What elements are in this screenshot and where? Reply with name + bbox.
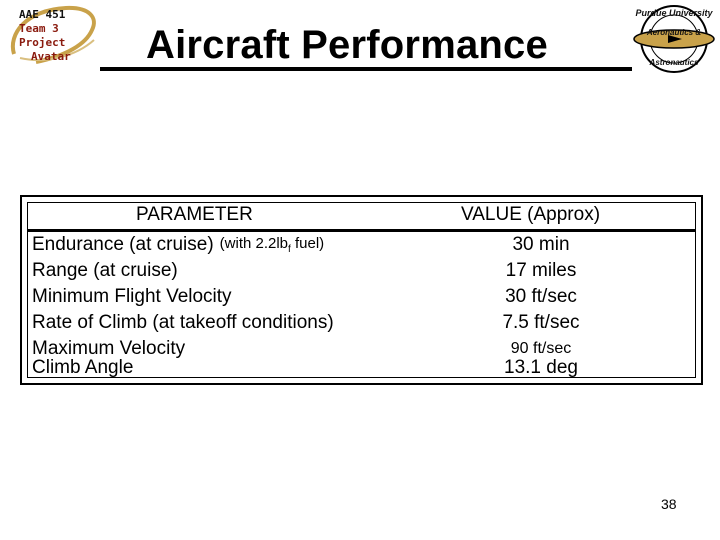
purdue-logo: Purdue University Aeronautics & Astronau… <box>632 2 716 76</box>
value-cell: 17 miles <box>505 260 577 281</box>
endurance-note-suffix: fuel) <box>290 235 325 252</box>
team-logo: AAE 451 Team 3 Project Avatar <box>6 4 98 68</box>
table-row: Rate of Climb (at takeoff conditions) 7.… <box>28 310 695 336</box>
performance-table-body: PARAMETER VALUE (Approx) Endurance (at c… <box>27 202 696 378</box>
purdue-logo-ring-top: Purdue University <box>635 8 713 18</box>
column-header-value: VALUE (Approx) <box>461 204 601 225</box>
team-logo-course: AAE 451 <box>19 8 66 21</box>
parameter-text: Endurance (at cruise) <box>32 234 214 255</box>
table-header-row: PARAMETER VALUE (Approx) <box>28 203 695 227</box>
parameter-cell: Minimum Flight Velocity <box>32 286 232 307</box>
value-cell: 30 ft/sec <box>505 286 577 307</box>
parameter-cell: Maximum Velocity <box>32 338 186 359</box>
page-number: 38 <box>661 496 677 512</box>
table-row: Climb Angle 13.1 deg <box>28 355 695 381</box>
slide-title: Aircraft Performance <box>146 23 548 67</box>
title-underline <box>100 67 632 71</box>
purdue-logo-ring-mid: Aeronautics & <box>646 28 702 37</box>
value-cell: 13.1 deg <box>504 357 578 378</box>
parameter-cell: Endurance (at cruise) (with 2.2lbf fuel) <box>32 232 324 265</box>
purdue-logo-ring-bottom: Astronautics <box>649 58 699 67</box>
value-cell: 7.5 ft/sec <box>502 312 580 333</box>
table-row: Minimum Flight Velocity 30 ft/sec <box>28 284 695 310</box>
parameter-cell: Climb Angle <box>32 357 134 378</box>
parameter-cell: Rate of Climb (at takeoff conditions) <box>32 312 334 333</box>
header-divider <box>28 229 695 232</box>
table-row: Range (at cruise) 17 miles <box>28 258 695 284</box>
performance-table: PARAMETER VALUE (Approx) Endurance (at c… <box>20 195 703 385</box>
endurance-note-subscript: f <box>288 244 291 255</box>
endurance-note: (with 2.2lbf fuel) <box>219 235 325 255</box>
column-header-parameter: PARAMETER <box>136 204 253 225</box>
purdue-logo-emblem <box>633 5 715 73</box>
team-logo-project: Project <box>19 36 66 49</box>
parameter-cell: Range (at cruise) <box>32 260 178 281</box>
team-logo-avatar: Avatar <box>31 50 71 63</box>
value-cell: 30 min <box>512 234 570 255</box>
table-row: Maximum Velocity 90 ft/sec <box>28 336 695 362</box>
team-logo-swoosh <box>10 5 96 64</box>
team-logo-team: Team 3 <box>19 22 59 35</box>
value-cell: 90 ft/sec <box>510 340 572 357</box>
endurance-note-prefix: (with 2.2lb <box>219 235 289 252</box>
table-row: Endurance (at cruise) (with 2.2lbf fuel) … <box>28 232 695 258</box>
